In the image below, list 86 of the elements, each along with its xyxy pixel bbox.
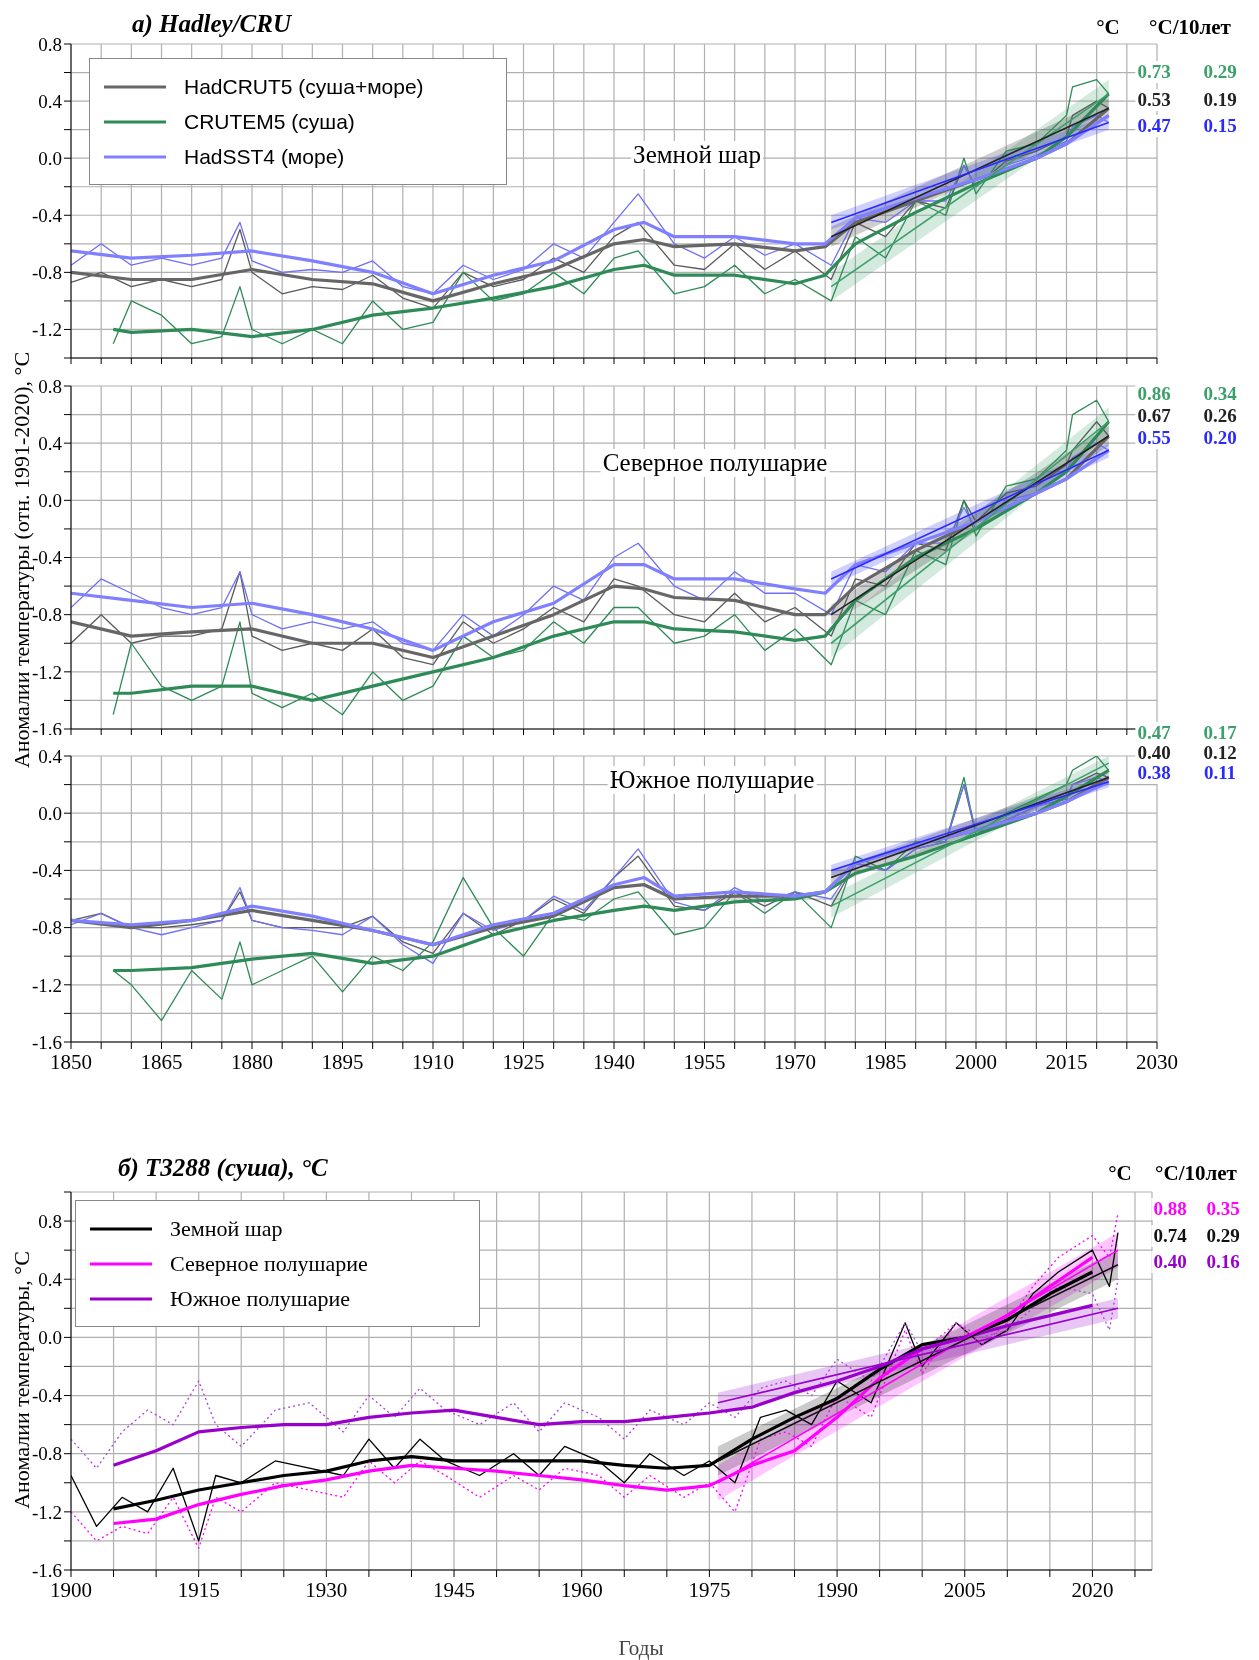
annotation: 0.40 [1135, 742, 1173, 764]
y-tick-label: 0.4 [38, 90, 63, 112]
y-tick-label: 0.4 [38, 432, 63, 454]
y-tick-label: -1.6 [31, 1031, 62, 1053]
x-tick-label: 1880 [231, 1050, 273, 1074]
x-tick-label: 1925 [502, 1050, 545, 1074]
text: 0.12 [1201, 742, 1239, 764]
legend-label: CRUTEM5 (суша) [184, 109, 355, 134]
x-tick-label: 1940 [593, 1050, 635, 1074]
y-tick-label: 0.0 [38, 802, 62, 824]
y-tick-label: -0.4 [31, 205, 63, 227]
text: °C/10лет [1149, 14, 1231, 40]
annotation: 0.38 [1135, 762, 1173, 784]
text: Земной шар [631, 141, 763, 169]
legend-label: Северное полушарие [170, 1250, 368, 1277]
text: 0.19 [1201, 89, 1239, 111]
chart-title: а) Hadley/CRU [132, 10, 292, 38]
text: 0.15 [1201, 115, 1239, 137]
y-tick-label: -1.2 [31, 319, 62, 341]
text: 0.34 [1201, 383, 1239, 405]
y-tick-label: -1.2 [31, 1501, 62, 1523]
x-tick-label: 1865 [140, 1050, 183, 1074]
y-tick-label: 0.8 [38, 375, 62, 397]
annotation: 0.86 [1135, 383, 1173, 405]
text: °C/10лет [1155, 1160, 1237, 1186]
x-tick-label: 1930 [305, 1578, 348, 1602]
x-tick-label: 1985 [864, 1050, 907, 1074]
y-tick-label: -0.8 [31, 1443, 62, 1465]
x-tick-label: 2000 [955, 1050, 997, 1074]
y-tick-label: -1.6 [31, 1559, 62, 1581]
text: 0.29 [1201, 61, 1239, 83]
x-tick-label: 2030 [1136, 1050, 1178, 1074]
text: 0.20 [1201, 427, 1239, 449]
y-tick-label: -1.6 [31, 718, 62, 740]
annotation: 0.47 [1135, 115, 1173, 137]
y-tick-label: -0.8 [31, 262, 62, 284]
x-tick-label: 1895 [321, 1050, 364, 1074]
y-tick-label: 0.0 [38, 490, 62, 512]
text: 0.74 [1151, 1225, 1189, 1247]
annotation: 0.53 [1135, 89, 1173, 111]
y-tick-label: 0.0 [38, 147, 62, 169]
text: 0.26 [1201, 405, 1239, 427]
chart-subtitle: Южное полушарие [607, 766, 817, 794]
text: 0.16 [1204, 1251, 1242, 1273]
text: °C [1096, 14, 1120, 40]
text: 0.35 [1204, 1198, 1242, 1220]
text: 0.17 [1201, 722, 1239, 744]
text: °C [1108, 1160, 1132, 1186]
x-tick-label: 2020 [1071, 1578, 1114, 1602]
legend-label: Южное полушарие [170, 1285, 351, 1312]
x-tick-label: 1850 [50, 1050, 92, 1074]
text: 0.40 [1151, 1251, 1189, 1273]
annotation: 0.67 [1135, 405, 1173, 427]
annotation: 0.55 [1135, 427, 1173, 449]
y-tick-label: 0.0 [38, 1327, 62, 1349]
chart-title: б) T3288 (суша), °C [118, 1154, 328, 1182]
x-tick-label: 2005 [943, 1578, 986, 1602]
x-tick-label: 2015 [1045, 1050, 1088, 1074]
y-tick-label: 0.8 [38, 33, 62, 55]
x-tick-label: 1955 [683, 1050, 726, 1074]
x-tick-label: 1960 [560, 1578, 603, 1602]
y-tick-label: -1.2 [31, 661, 62, 683]
legend-label: HadSST4 (море) [184, 144, 345, 169]
x-tick-label: 1900 [50, 1578, 92, 1602]
text: Северное полушарие [600, 449, 830, 477]
text: 0.88 [1151, 1198, 1189, 1220]
x-tick-label: 1970 [774, 1050, 816, 1074]
y-tick-label: 0.4 [38, 1268, 63, 1290]
x-tick-label: 1915 [177, 1578, 220, 1602]
y-tick-label: -1.2 [31, 974, 62, 996]
legend-label: Земной шар [170, 1215, 283, 1242]
x-tick-label: 1945 [433, 1578, 476, 1602]
x-tick-label: 1910 [412, 1050, 454, 1074]
annotation: 0.73 [1135, 61, 1173, 83]
y-tick-label: -0.4 [31, 1385, 63, 1407]
legend-label: HadCRUT5 (суша+море) [184, 74, 424, 99]
x-tick-label: 1990 [816, 1578, 859, 1602]
annotation: 0.47 [1135, 722, 1173, 744]
x-tick-label: 1975 [688, 1578, 731, 1602]
text: 0.11 [1201, 762, 1239, 784]
x-axis-title: Годы [618, 1635, 664, 1660]
y-tick-label: 0.4 [38, 745, 63, 767]
y-tick-label: -0.4 [31, 860, 63, 882]
text: 0.29 [1204, 1225, 1242, 1247]
y-tick-label: -0.8 [31, 917, 62, 939]
y-tick-label: 0.8 [38, 1210, 62, 1232]
